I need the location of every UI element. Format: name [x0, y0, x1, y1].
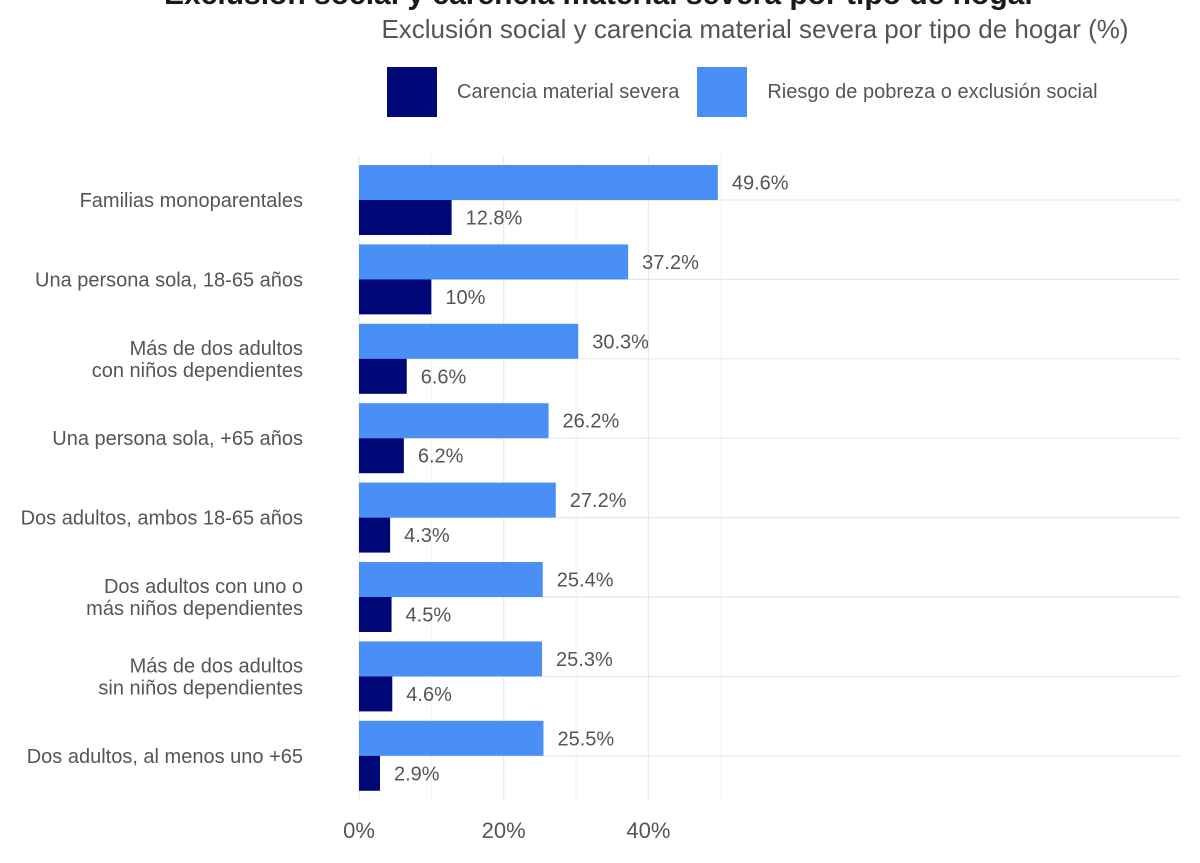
- x-tick-label: 0%: [343, 818, 375, 843]
- bars: 49.6% 12.8% 37.2% 10% 30.3% 6.6% 26.2% 6.2% 27.2…: [359, 165, 789, 791]
- data-label: 12.8%: [466, 208, 523, 230]
- category-label: Una persona sola, +65 años: [52, 428, 303, 450]
- bar: [359, 482, 556, 518]
- category-label: Familias monoparentales: [80, 190, 303, 212]
- bar: [359, 641, 543, 677]
- category-label: Dos adultos con uno o más niños dependien…: [86, 576, 303, 620]
- bar: [359, 358, 407, 394]
- category-label: Más de dos adultos con niños dependientes: [92, 338, 303, 382]
- category-label: Dos adultos, al menos uno +65: [27, 746, 303, 768]
- data-label: 49.6%: [732, 173, 789, 195]
- data-label: 27.2%: [570, 490, 627, 512]
- category-label-line: con niños dependientes: [92, 360, 303, 382]
- chart-title: Exclusión social y carencia material sev…: [0, 0, 1200, 12]
- data-label: 4.5%: [406, 605, 452, 627]
- data-label: 6.2%: [418, 446, 464, 468]
- data-label: 4.6%: [406, 684, 452, 706]
- bar: [359, 755, 380, 791]
- data-label: 6.6%: [421, 366, 467, 388]
- bar: [359, 279, 432, 315]
- legend-item-carencia: Carencia material severa: [387, 67, 679, 117]
- data-label: 2.9%: [394, 763, 440, 785]
- category-label: Una persona sola, 18-65 años: [35, 269, 303, 291]
- data-label: 37.2%: [642, 252, 699, 274]
- bar: [359, 244, 629, 280]
- bar: [359, 200, 452, 235]
- x-tick-label: 40%: [626, 818, 670, 843]
- legend-key-carencia: [387, 67, 437, 117]
- data-label: 10%: [445, 287, 485, 309]
- legend: Carencia material severa Riesgo de pobre…: [387, 66, 1116, 118]
- data-label: 30.3%: [592, 331, 649, 353]
- bar: [359, 676, 393, 712]
- legend-item-riesgo: Riesgo de pobreza o exclusión social: [697, 67, 1098, 117]
- category-label-line: sin niños dependientes: [98, 677, 303, 699]
- bar: [359, 720, 544, 756]
- legend-label-riesgo: Riesgo de pobreza o exclusión social: [767, 80, 1098, 103]
- legend-key-riesgo: [697, 67, 748, 117]
- bar: [359, 438, 404, 474]
- chart-subtitle: Exclusión social y carencia material sev…: [381, 14, 1129, 44]
- category-label-line: Más de dos adultos: [130, 655, 303, 677]
- data-label: 26.2%: [563, 411, 620, 433]
- category-label-line: Dos adultos, ambos 18-65 años: [21, 508, 303, 530]
- x-tick-label: 20%: [482, 818, 526, 843]
- legend-label-carencia: Carencia material severa: [457, 80, 680, 103]
- category-label: Más de dos adultos sin niños dependientes: [98, 655, 303, 699]
- bar: [359, 403, 549, 439]
- bar: [359, 165, 718, 200]
- data-label: 25.4%: [557, 570, 614, 592]
- bar: [359, 517, 391, 553]
- category-label: Dos adultos, ambos 18-65 años: [21, 508, 303, 530]
- data-label: 4.3%: [404, 525, 450, 547]
- bar: [359, 597, 392, 632]
- category-label-line: Dos adultos con uno o: [104, 576, 303, 598]
- category-label-line: Más de dos adultos: [130, 338, 303, 360]
- data-label: 25.5%: [557, 728, 614, 750]
- bar: [359, 562, 543, 597]
- category-label-line: Dos adultos, al menos uno +65: [27, 746, 303, 768]
- bar: [359, 323, 579, 359]
- category-label-line: Una persona sola, 18-65 años: [35, 269, 303, 291]
- category-label-line: Familias monoparentales: [80, 190, 303, 212]
- category-label-line: Una persona sola, +65 años: [52, 428, 303, 450]
- data-label: 25.3%: [556, 649, 613, 671]
- category-label-line: más niños dependientes: [86, 598, 303, 620]
